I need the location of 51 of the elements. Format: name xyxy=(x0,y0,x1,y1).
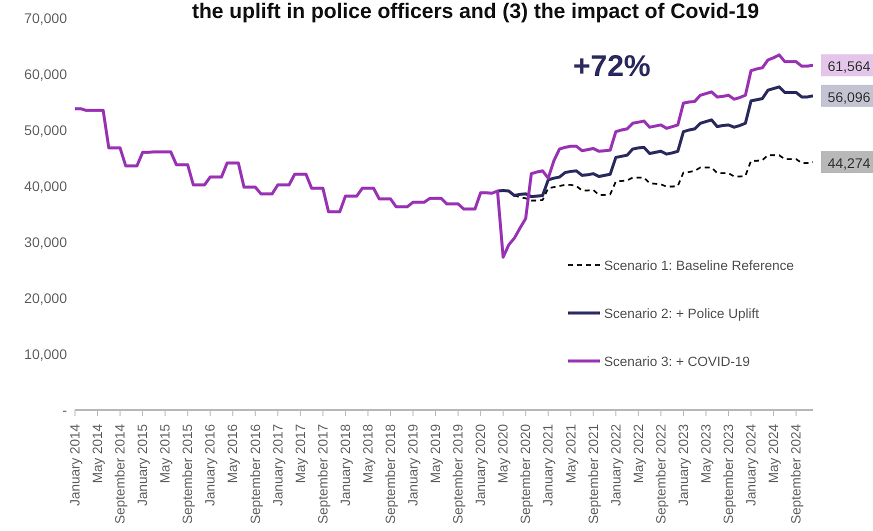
x-tick-label: January 2017 xyxy=(270,424,286,506)
legend-label: Scenario 1: Baseline Reference xyxy=(604,258,794,272)
x-tick-label: September 2015 xyxy=(180,424,196,524)
x-tick-label: September 2022 xyxy=(653,424,668,524)
x-tick-label: January 2022 xyxy=(608,424,624,506)
y-tick-label: 50,000 xyxy=(24,122,68,138)
x-tick-label: September 2019 xyxy=(450,424,466,524)
x-tick-label: September 2016 xyxy=(248,424,263,524)
line-series xyxy=(496,85,813,198)
x-tick-label: September 2018 xyxy=(382,424,398,524)
x-tick-label: January 2023 xyxy=(676,424,691,506)
data-label: 61,564 xyxy=(828,58,871,74)
x-tick-label: May 2017 xyxy=(292,424,308,484)
x-tick-label: May 2023 xyxy=(698,424,714,484)
y-tick-label: 60,000 xyxy=(24,66,68,82)
annotation: +72% xyxy=(573,50,651,84)
x-tick-label: January 2015 xyxy=(135,424,150,506)
x-tick-label: May 2021 xyxy=(563,424,578,484)
data-label: 44,274 xyxy=(828,155,871,172)
y-tick-label: 20,000 xyxy=(24,290,68,306)
legend-label: Scenario 3: + COVID-19 xyxy=(604,354,750,368)
y-tick-label: 30,000 xyxy=(24,234,68,250)
x-tick-label: January 2024 xyxy=(744,424,759,506)
x-tick-label: May 2019 xyxy=(428,424,444,484)
x-tick-label: May 2024 xyxy=(766,424,782,484)
x-tick-label: January 2014 xyxy=(68,424,82,506)
y-tick-label: 40,000 xyxy=(24,178,68,194)
data-label: 56,096 xyxy=(828,88,871,105)
y-tick-label: 10,000 xyxy=(24,346,68,362)
x-tick-label: January 2019 xyxy=(406,424,421,506)
x-tick-label: September 2017 xyxy=(315,424,330,524)
x-tick-label: September 2024 xyxy=(788,424,804,524)
x-tick-label: May 2022 xyxy=(630,424,646,484)
x-tick-label: May 2015 xyxy=(158,424,173,484)
x-tick-label: January 2020 xyxy=(473,424,488,506)
x-tick-label: September 2021 xyxy=(586,424,601,524)
chart-title: the uplift in police officers and (3) the impact of Covid-19 xyxy=(192,0,760,23)
x-tick-label: January 2021 xyxy=(540,424,556,506)
x-tick-label: May 2016 xyxy=(225,424,240,484)
x-tick-label: May 2018 xyxy=(360,424,376,484)
x-tick-label: September 2023 xyxy=(720,424,736,524)
x-tick-label: September 2020 xyxy=(518,424,534,524)
line-series xyxy=(75,53,813,259)
y-tick-label: - xyxy=(62,402,68,418)
x-tick-label: January 2018 xyxy=(338,424,353,506)
x-tick-label: May 2020 xyxy=(496,424,511,484)
x-tick-label: September 2014 xyxy=(112,424,128,524)
legend-label: Scenario 2: + Police Uplift xyxy=(604,306,759,320)
x-tick-label: January 2016 xyxy=(202,424,218,506)
y-tick-label: 70,000 xyxy=(24,10,68,26)
x-tick-label: May 2014 xyxy=(90,424,106,484)
